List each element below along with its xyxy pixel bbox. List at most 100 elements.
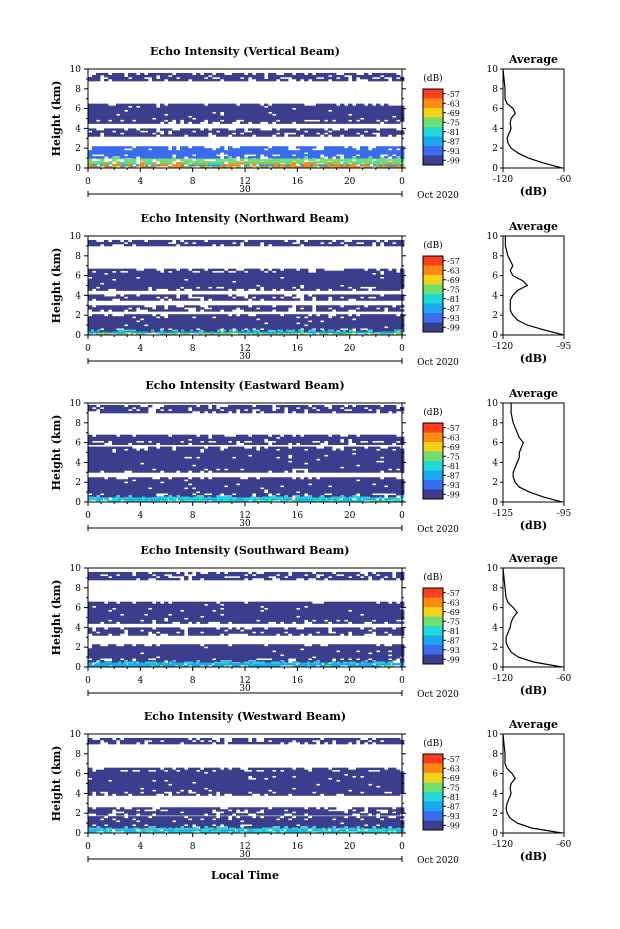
echo-cell xyxy=(168,117,173,120)
echo-cell xyxy=(188,128,193,131)
echo-cell xyxy=(328,148,333,151)
echo-cell xyxy=(348,148,353,151)
echo-cell xyxy=(192,161,197,164)
echo-cell xyxy=(124,294,129,297)
echo-cell xyxy=(292,76,297,80)
echo-cell xyxy=(384,132,389,135)
echo-cell xyxy=(344,78,349,82)
echo-cell xyxy=(308,132,313,135)
echo-cell xyxy=(156,152,161,155)
echo-cell xyxy=(184,148,189,151)
echo-cell xyxy=(152,148,157,151)
echo-cell xyxy=(236,76,241,80)
echo-cell xyxy=(396,152,401,155)
echo-cell xyxy=(160,150,165,153)
echo-cell xyxy=(133,329,136,332)
echo-cell xyxy=(200,78,205,82)
y-tick-label: 8 xyxy=(75,252,81,262)
echo-cell xyxy=(280,109,285,112)
echo-cell xyxy=(250,331,253,334)
echo-cell xyxy=(280,132,285,135)
echo-cell xyxy=(260,107,265,111)
echo-cell xyxy=(388,314,393,317)
echo-cell xyxy=(168,134,173,137)
echo-cell xyxy=(292,162,297,165)
avg-y-tick-label: 2 xyxy=(492,311,498,321)
echo-cell xyxy=(360,314,365,317)
echo-cell xyxy=(364,128,369,131)
echo-cell xyxy=(304,109,309,112)
echo-cell xyxy=(292,109,297,112)
echo-cell xyxy=(124,113,129,116)
echo-cell xyxy=(292,166,295,169)
echo-cell xyxy=(300,128,305,131)
echo-cell xyxy=(108,146,113,149)
echo-cell xyxy=(180,148,185,151)
echo-cell xyxy=(316,294,321,297)
echo-cell xyxy=(228,119,233,122)
echo-cell xyxy=(244,152,249,155)
echo-cell xyxy=(340,78,345,82)
echo-cell xyxy=(252,148,257,151)
echo-cell xyxy=(224,164,229,167)
echo-cell xyxy=(276,166,281,169)
echo-cell xyxy=(252,117,257,120)
echo-cell xyxy=(172,294,177,297)
echo-cell xyxy=(232,117,237,120)
echo-cell xyxy=(88,156,93,159)
echo-cell xyxy=(160,105,165,109)
echo-cell xyxy=(216,294,221,297)
echo-cell xyxy=(320,157,325,160)
echo-cell xyxy=(204,105,209,109)
echo-cell xyxy=(244,109,249,112)
echo-cell xyxy=(248,316,253,319)
echo-cell xyxy=(172,111,177,114)
echo-cell xyxy=(280,239,285,243)
echo-cell xyxy=(312,128,317,131)
echo-cell xyxy=(308,121,313,124)
echo-cell xyxy=(240,305,245,308)
echo-cell xyxy=(396,107,401,111)
echo-cell xyxy=(388,109,393,112)
echo-cell xyxy=(248,72,253,76)
echo-cell xyxy=(256,117,261,120)
echo-cell xyxy=(388,117,393,120)
echo-cell xyxy=(160,329,163,332)
echo-cell xyxy=(236,316,241,319)
echo-cell xyxy=(204,164,209,167)
echo-cell xyxy=(128,159,133,162)
echo-cell xyxy=(328,132,333,135)
echo-cell xyxy=(164,76,169,80)
echo-cell xyxy=(200,159,205,162)
echo-cell xyxy=(220,121,225,124)
echo-cell xyxy=(344,111,349,114)
echo-cell xyxy=(356,150,361,153)
echo-cell xyxy=(212,119,217,122)
echo-cell xyxy=(364,117,369,120)
echo-cell xyxy=(272,148,277,151)
echo-cell xyxy=(140,109,145,112)
echo-cell xyxy=(280,150,285,153)
echo-cell xyxy=(248,307,253,310)
echo-cell xyxy=(200,115,205,118)
echo-cell xyxy=(220,72,225,76)
echo-cell xyxy=(272,166,277,169)
echo-cell xyxy=(96,166,101,169)
echo-cell xyxy=(196,331,199,334)
echo-cell xyxy=(316,107,321,111)
echo-cell xyxy=(304,318,309,321)
echo-cell xyxy=(268,270,273,274)
echo-cell xyxy=(132,154,137,157)
echo-cell xyxy=(384,103,389,107)
echo-cell xyxy=(264,150,269,153)
echo-cell xyxy=(192,115,197,118)
echo-cell xyxy=(240,156,245,159)
echo-cell xyxy=(328,487,333,490)
echo-cell xyxy=(208,162,211,165)
echo-cell xyxy=(244,146,249,149)
echo-cell xyxy=(272,130,277,133)
echo-cell xyxy=(300,132,305,135)
echo-cell xyxy=(372,305,377,308)
echo-cell xyxy=(96,268,101,272)
echo-cell xyxy=(120,74,125,78)
